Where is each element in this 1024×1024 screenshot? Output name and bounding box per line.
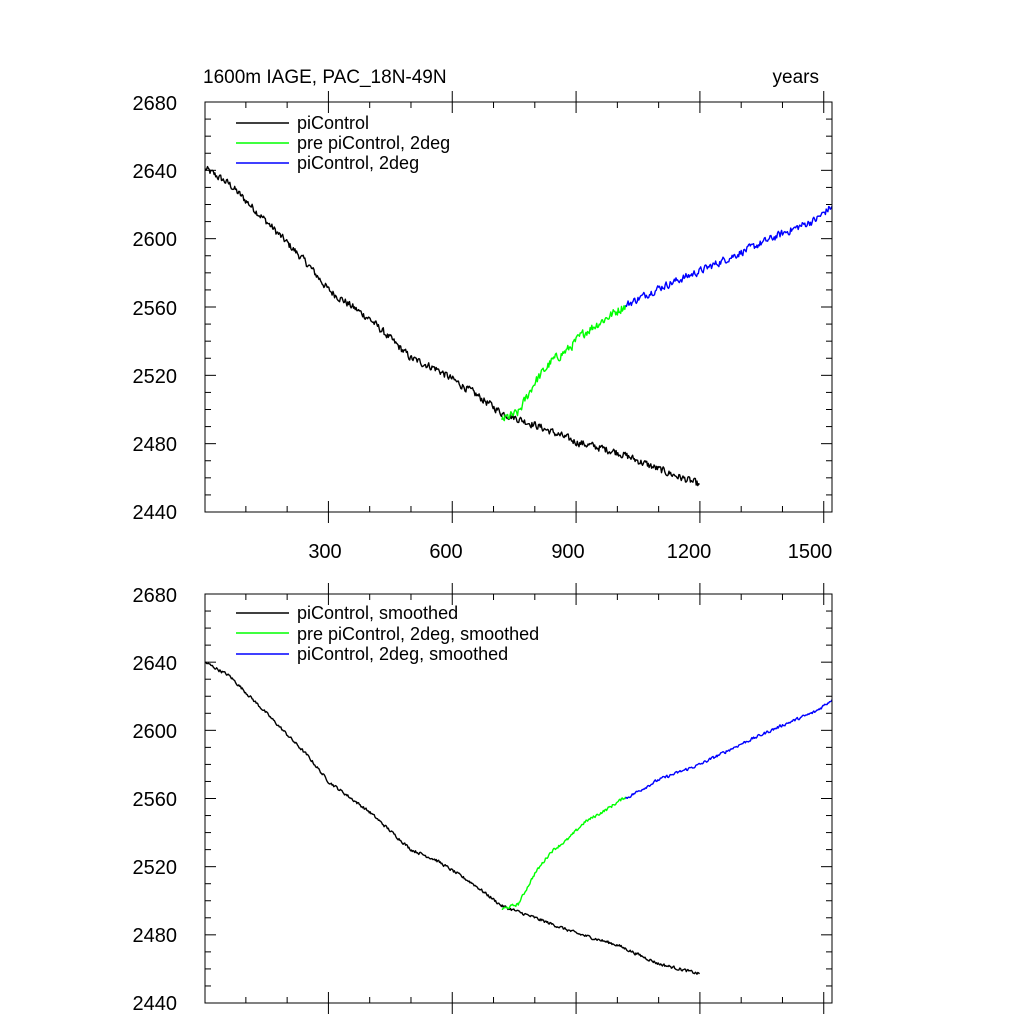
y-tick-label: 2480 xyxy=(133,925,178,947)
y-tick-label: 2600 xyxy=(133,721,178,743)
series-line-picontrol xyxy=(204,165,700,487)
series-line-picontrol-2deg xyxy=(625,205,833,308)
bottom-panel: 2680 2640 2600 2560 2520 2480 2440 piCon… xyxy=(133,583,833,1015)
y-tick-label: 2680 xyxy=(133,93,178,115)
y-tick-label: 2560 xyxy=(133,789,178,811)
y-tick-label: 2480 xyxy=(133,434,178,456)
x-tick-label: 900 xyxy=(551,541,584,563)
top-ticks xyxy=(205,91,832,523)
x-tick-label: 600 xyxy=(429,541,462,563)
top-plot-frame xyxy=(204,101,833,513)
legend-label: piControl, 2deg, smoothed xyxy=(297,644,508,664)
y-tick-label: 2440 xyxy=(133,502,178,524)
bottom-plot-frame xyxy=(204,593,833,1004)
y-tick-label: 2640 xyxy=(133,161,178,183)
series-line-picontrol-smoothed xyxy=(204,661,701,975)
x-tick-label: 1200 xyxy=(667,541,712,563)
bottom-series xyxy=(204,661,833,975)
bottom-y-tick-labels: 2680 2640 2600 2560 2520 2480 2440 xyxy=(133,585,178,1015)
y-tick-label: 2520 xyxy=(133,366,178,388)
top-legend: piControl pre piControl, 2deg piControl,… xyxy=(236,113,450,173)
series-line-picontrol-2deg-smoothed xyxy=(625,699,833,799)
top-y-tick-labels: 2680 2640 2600 2560 2520 2480 2440 xyxy=(133,93,178,524)
legend-label: pre piControl, 2deg, smoothed xyxy=(297,624,539,644)
y-tick-label: 2440 xyxy=(133,993,178,1015)
bottom-legend: piControl, smoothed pre piControl, 2deg,… xyxy=(236,603,539,664)
x-tick-label: 300 xyxy=(308,541,341,563)
x-tick-label: 1500 xyxy=(788,541,833,563)
legend-label: piControl, smoothed xyxy=(297,603,458,623)
top-series xyxy=(204,165,833,487)
legend-label: piControl, 2deg xyxy=(297,153,419,173)
y-tick-label: 2520 xyxy=(133,857,178,879)
top-x-tick-labels: 300 600 900 1200 1500 xyxy=(308,541,832,563)
title-right: years xyxy=(773,67,819,88)
series-line-pre-picontrol-2deg xyxy=(501,305,627,422)
y-tick-label: 2560 xyxy=(133,298,178,320)
legend-label: pre piControl, 2deg xyxy=(297,133,450,153)
title-left: 1600m IAGE, PAC_18N-49N xyxy=(203,67,447,88)
y-tick-label: 2680 xyxy=(133,585,178,607)
y-tick-label: 2600 xyxy=(133,229,178,251)
y-tick-label: 2640 xyxy=(133,653,178,675)
legend-label: piControl xyxy=(297,113,369,133)
series-line-pre-picontrol-2deg-smoothed xyxy=(501,796,627,910)
top-panel: 1600m IAGE, PAC_18N-49N years 2680 2640 … xyxy=(133,67,833,563)
